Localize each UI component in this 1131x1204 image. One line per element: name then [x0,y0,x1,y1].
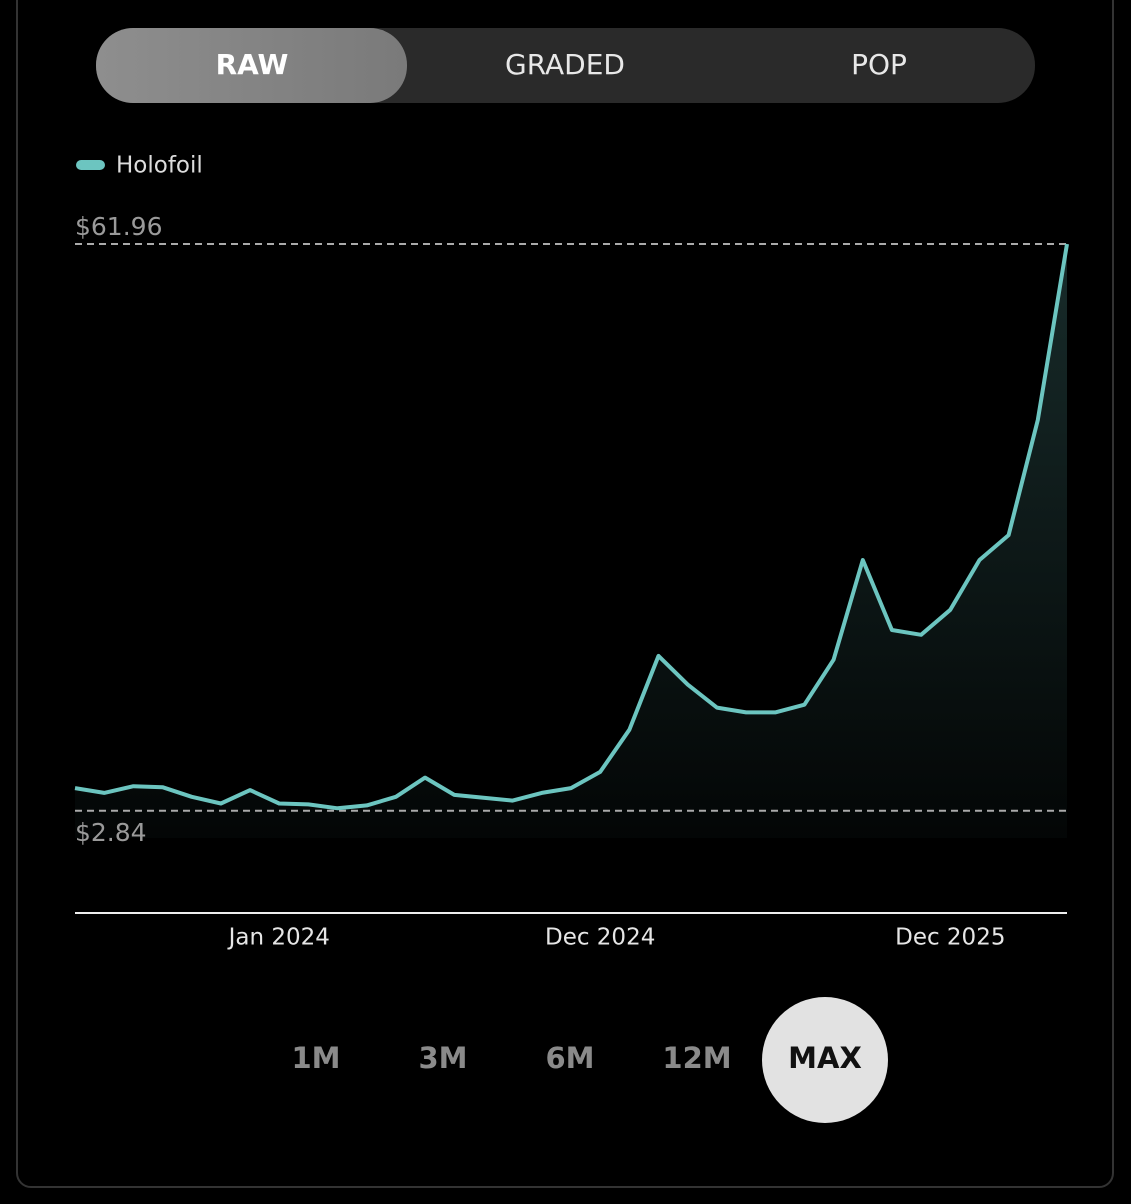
range-button[interactable]: 12M [662,1041,731,1075]
range-button[interactable]: MAX [788,1041,862,1075]
range-button[interactable]: 6M [545,1041,594,1075]
area-fill [75,244,1067,838]
tab[interactable]: POP [851,48,907,81]
y-tick-label: $61.96 [75,212,162,241]
range-button[interactable]: 3M [418,1041,467,1075]
card [16,0,1114,1188]
x-tick-label: Dec 2025 [895,925,1005,951]
legend-swatch [76,160,105,170]
range-button[interactable]: 1M [291,1041,340,1075]
tab-selected [96,28,407,103]
x-tick-label: Dec 2024 [545,925,655,951]
y-tick-label: $2.84 [75,818,147,847]
x-tick-label: Jan 2024 [227,925,330,951]
range-selected [762,997,888,1123]
tab[interactable]: RAW [216,48,289,81]
plot: $61.96 $2.84 Jan 2024 Dec 2024 Dec 2025 [74,212,1069,951]
line [74,243,1069,811]
legend-label: Holofoil [116,153,203,179]
tab[interactable]: GRADED [505,48,625,81]
